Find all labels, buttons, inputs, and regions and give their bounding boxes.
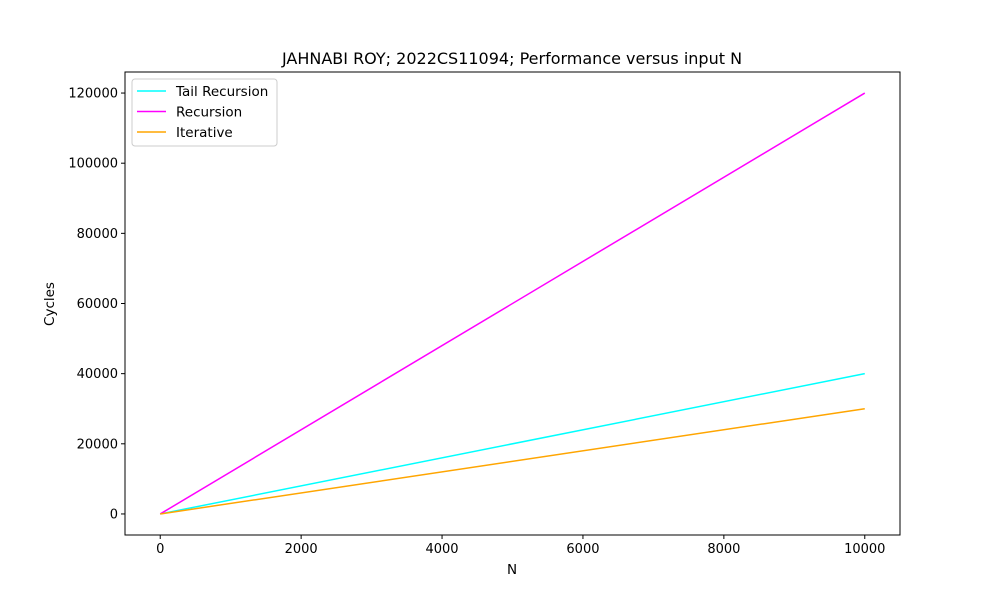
chart-title: JAHNABI ROY; 2022CS11094; Performance ve… <box>281 49 742 68</box>
x-tick-label: 8000 <box>707 542 740 557</box>
legend-label: Recursion <box>176 105 242 121</box>
legend-box <box>131 78 278 147</box>
series-line-iterative <box>160 407 865 515</box>
legend-label: Iterative <box>176 125 233 141</box>
x-tick-label: 6000 <box>566 542 599 557</box>
series-line-tail-recursion <box>160 372 865 515</box>
x-axis-label: N <box>507 562 517 578</box>
x-tick-label: 0 <box>156 542 164 557</box>
y-tick-label: 40000 <box>77 367 118 382</box>
x-tick-label: 10000 <box>844 542 885 557</box>
series-line-recursion <box>159 92 866 515</box>
y-tick-label: 100000 <box>68 157 118 172</box>
y-tick-label: 120000 <box>68 87 118 102</box>
x-axis-ticks: 0 2000 4000 6000 8000 10000 <box>156 535 885 557</box>
y-axis-label: Cycles <box>42 282 58 326</box>
y-tick-label: 20000 <box>77 437 118 452</box>
legend-label: Tail Recursion <box>175 84 268 100</box>
y-tick-label: 60000 <box>77 297 118 312</box>
y-tick-label: 80000 <box>77 227 118 242</box>
x-tick-label: 2000 <box>285 542 318 557</box>
x-tick-label: 4000 <box>425 542 458 557</box>
y-axis-ticks: 0 20000 40000 60000 80000 100000 120000 <box>68 87 125 522</box>
y-tick-label: 0 <box>110 507 118 522</box>
series-lines <box>159 92 866 515</box>
legend: Tail Recursion Recursion Iterative <box>131 78 278 147</box>
